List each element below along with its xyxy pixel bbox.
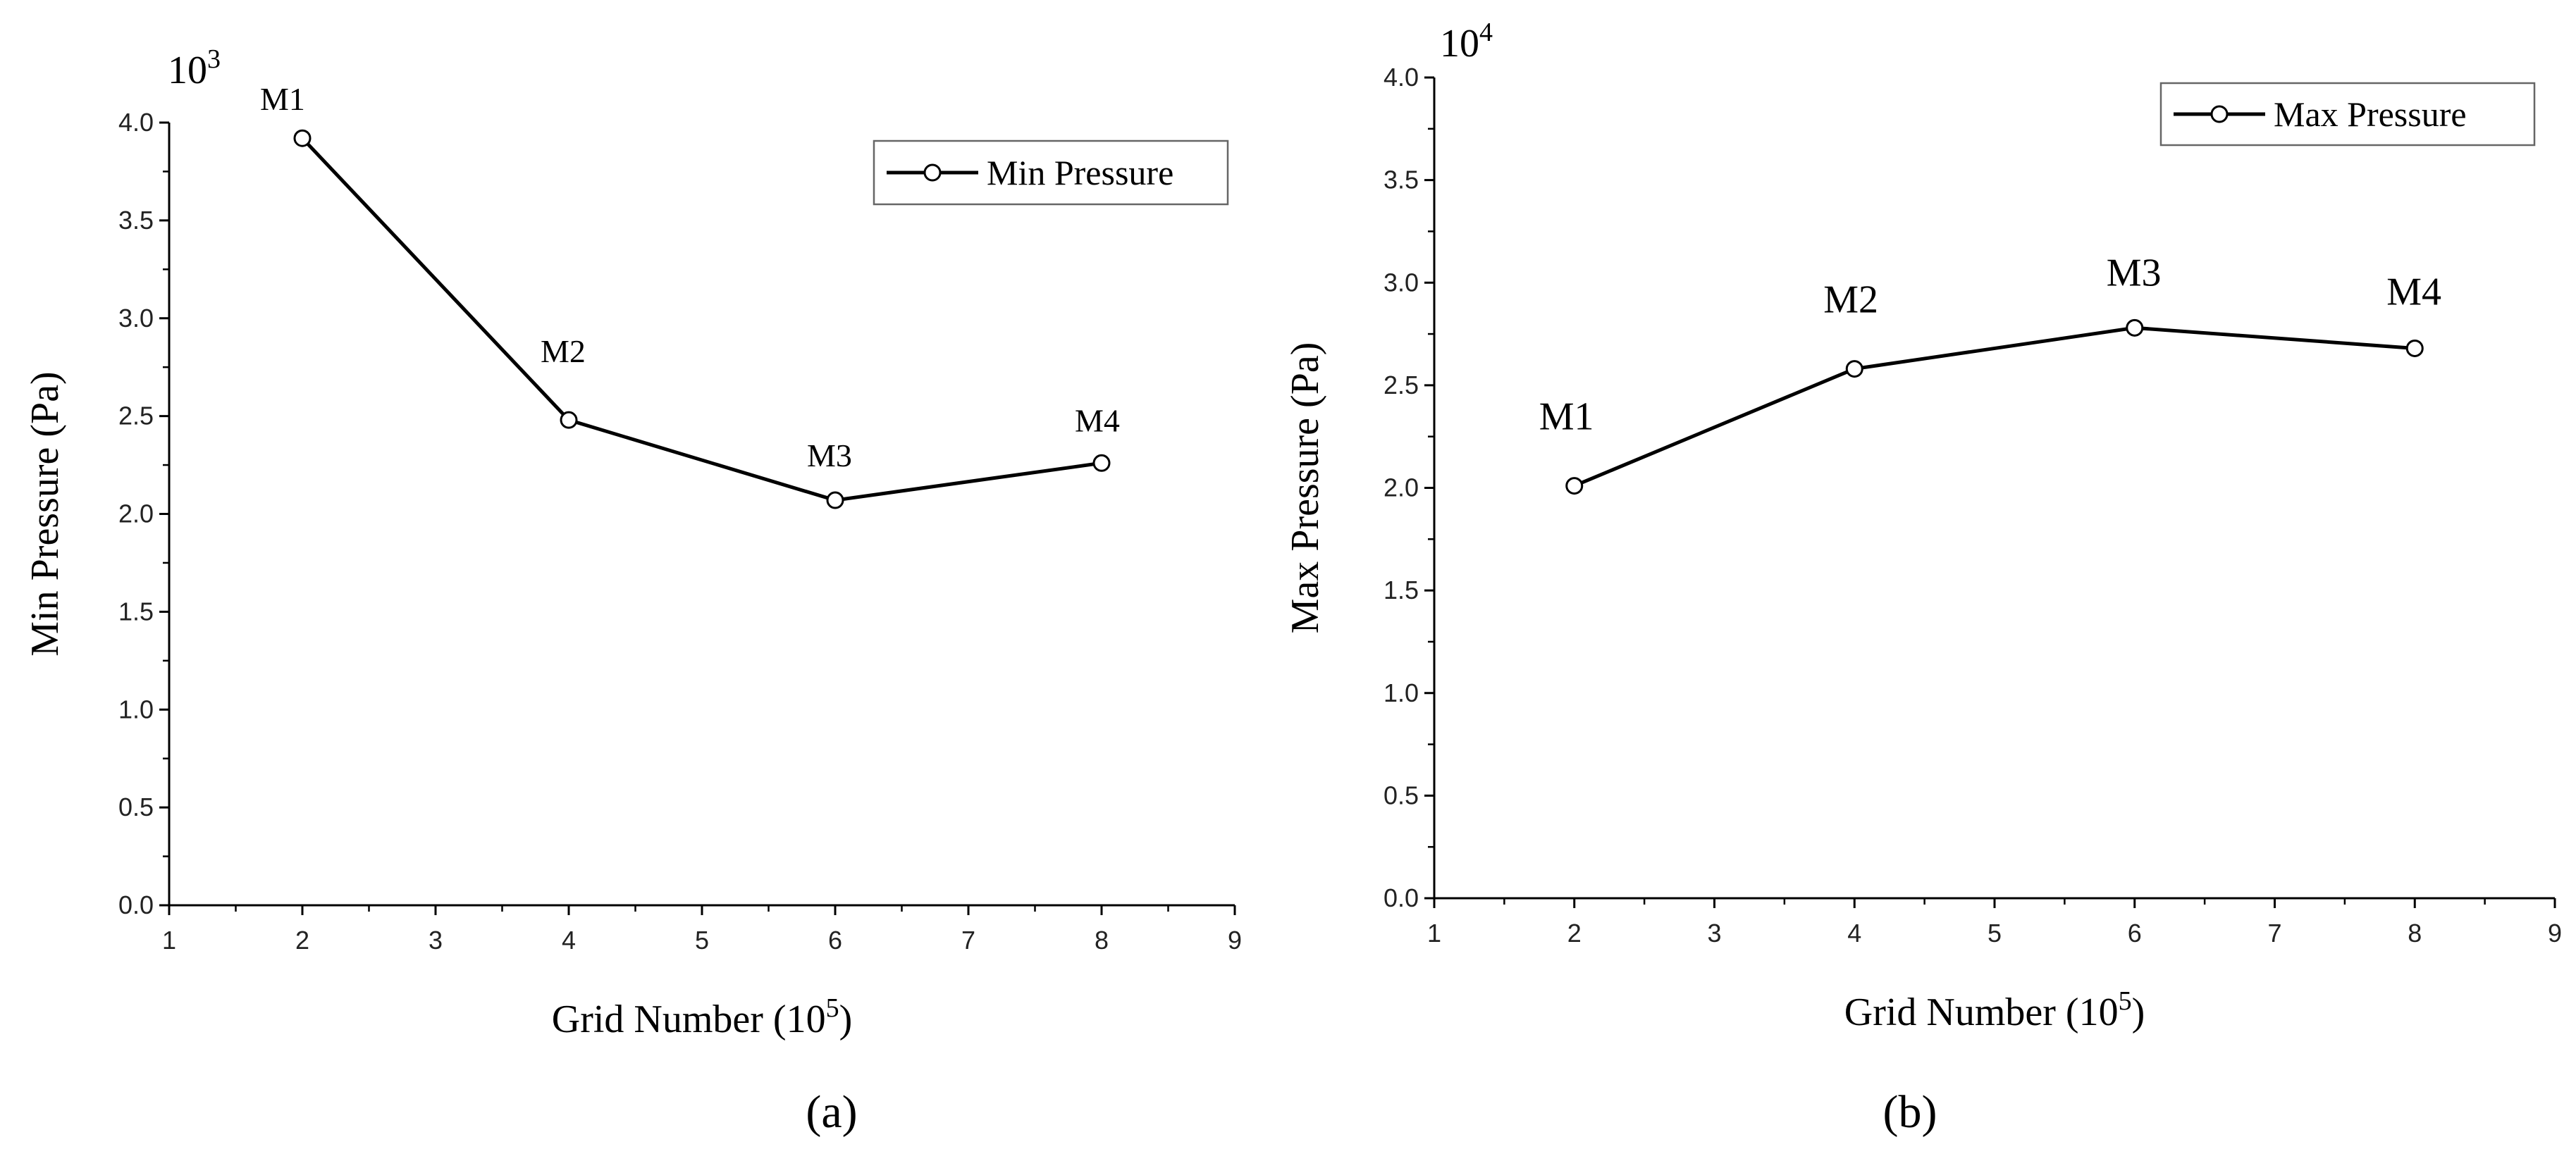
y-tick-label: 3.5 xyxy=(1383,166,1419,194)
legend-label: Max Pressure xyxy=(2274,94,2467,134)
y-tick-label: 0.0 xyxy=(1383,883,1419,912)
point-label: M2 xyxy=(1823,278,1878,322)
x-axis-title: Grid Number (105) xyxy=(552,993,852,1041)
legend: Min Pressure xyxy=(873,139,1229,206)
point-label: M4 xyxy=(2386,270,2441,313)
x-tick-label: 6 xyxy=(828,926,842,955)
data-point xyxy=(2126,318,2144,337)
y-axis-multiplier: 103 xyxy=(168,44,221,92)
data-point xyxy=(1845,360,1863,378)
point-label: M2 xyxy=(541,333,586,369)
x-axis-title: Grid Number (105) xyxy=(1844,986,2145,1034)
x-tick-label: 2 xyxy=(1567,919,1582,948)
y-tick-label: 4.0 xyxy=(1383,63,1419,92)
y-tick-label: 0.0 xyxy=(118,890,154,919)
x-tick-label: 9 xyxy=(2548,919,2562,948)
x-tick-label: 8 xyxy=(1095,926,1109,955)
y-tick-label: 1.0 xyxy=(1383,678,1419,707)
y-axis-title: Max Pressure (Pa) xyxy=(1283,342,1327,634)
x-tick-label: 4 xyxy=(562,926,576,955)
y-tick-label: 3.5 xyxy=(118,206,154,235)
y-tick-label: 0.5 xyxy=(118,793,154,821)
legend-marker xyxy=(923,163,942,182)
x-tick-label: 1 xyxy=(1427,919,1441,948)
data-point xyxy=(826,491,844,509)
data-point xyxy=(1565,477,1584,495)
series-line xyxy=(1573,325,2415,488)
chart-panel-a: 1 2 3 4 5 6 7 8 9 0.0 0.5 1.0 1.5 2.0 2.5 3.0 3.5 4.0 103 G… xyxy=(23,44,1242,1138)
legend: Max Pressure xyxy=(2159,82,2536,147)
x-tick-label: 5 xyxy=(1988,919,2002,948)
point-label: M1 xyxy=(260,81,305,117)
legend-marker xyxy=(2210,105,2229,123)
data-point xyxy=(2405,339,2424,357)
point-label: M3 xyxy=(2107,251,2162,294)
point-label: M3 xyxy=(807,437,852,473)
y-tick-label: 0.5 xyxy=(1383,781,1419,809)
x-tick-label: 4 xyxy=(1847,919,1861,948)
y-tick-label: 1.5 xyxy=(118,597,154,626)
panel-label: (a) xyxy=(806,1086,857,1138)
y-tick-label: 1.5 xyxy=(1383,576,1419,604)
x-tick-label: 1 xyxy=(162,926,176,955)
y-tick-label: 3.0 xyxy=(1383,268,1419,297)
y-axis-title: Min Pressure (Pa) xyxy=(23,371,67,656)
y-tick-label: 2.5 xyxy=(118,402,154,430)
chart-panel-b: 1 2 3 4 5 6 7 8 9 0.0 0.5 1.0 1.5 2.0 2.5 3.0 3.5 4.0 104 G… xyxy=(1283,18,2562,1138)
point-label: M4 xyxy=(1075,402,1120,438)
x-tick-label: 9 xyxy=(1228,926,1242,955)
series-line xyxy=(301,137,1102,502)
data-point xyxy=(1092,454,1111,472)
panel-label: (b) xyxy=(1883,1086,1937,1138)
point-label: M1 xyxy=(1539,395,1594,439)
y-tick-label: 2.0 xyxy=(118,499,154,528)
x-tick-label: 5 xyxy=(695,926,709,955)
x-tick-label: 3 xyxy=(1707,919,1721,948)
y-tick-label: 2.5 xyxy=(1383,371,1419,399)
x-tick-label: 3 xyxy=(429,926,443,955)
y-tick-label: 3.0 xyxy=(118,304,154,333)
legend-label: Min Pressure xyxy=(987,153,1173,192)
data-point xyxy=(293,129,312,147)
x-tick-label: 6 xyxy=(2128,919,2142,948)
y-tick-label: 2.0 xyxy=(1383,473,1419,502)
x-tick-label: 7 xyxy=(2267,919,2281,948)
x-tick-label: 7 xyxy=(961,926,975,955)
x-tick-label: 2 xyxy=(295,926,309,955)
y-axis-multiplier: 104 xyxy=(1440,18,1493,66)
y-tick-label: 1.0 xyxy=(118,695,154,724)
y-tick-label: 4.0 xyxy=(118,108,154,137)
x-tick-label: 8 xyxy=(2408,919,2422,948)
data-point xyxy=(560,411,578,429)
